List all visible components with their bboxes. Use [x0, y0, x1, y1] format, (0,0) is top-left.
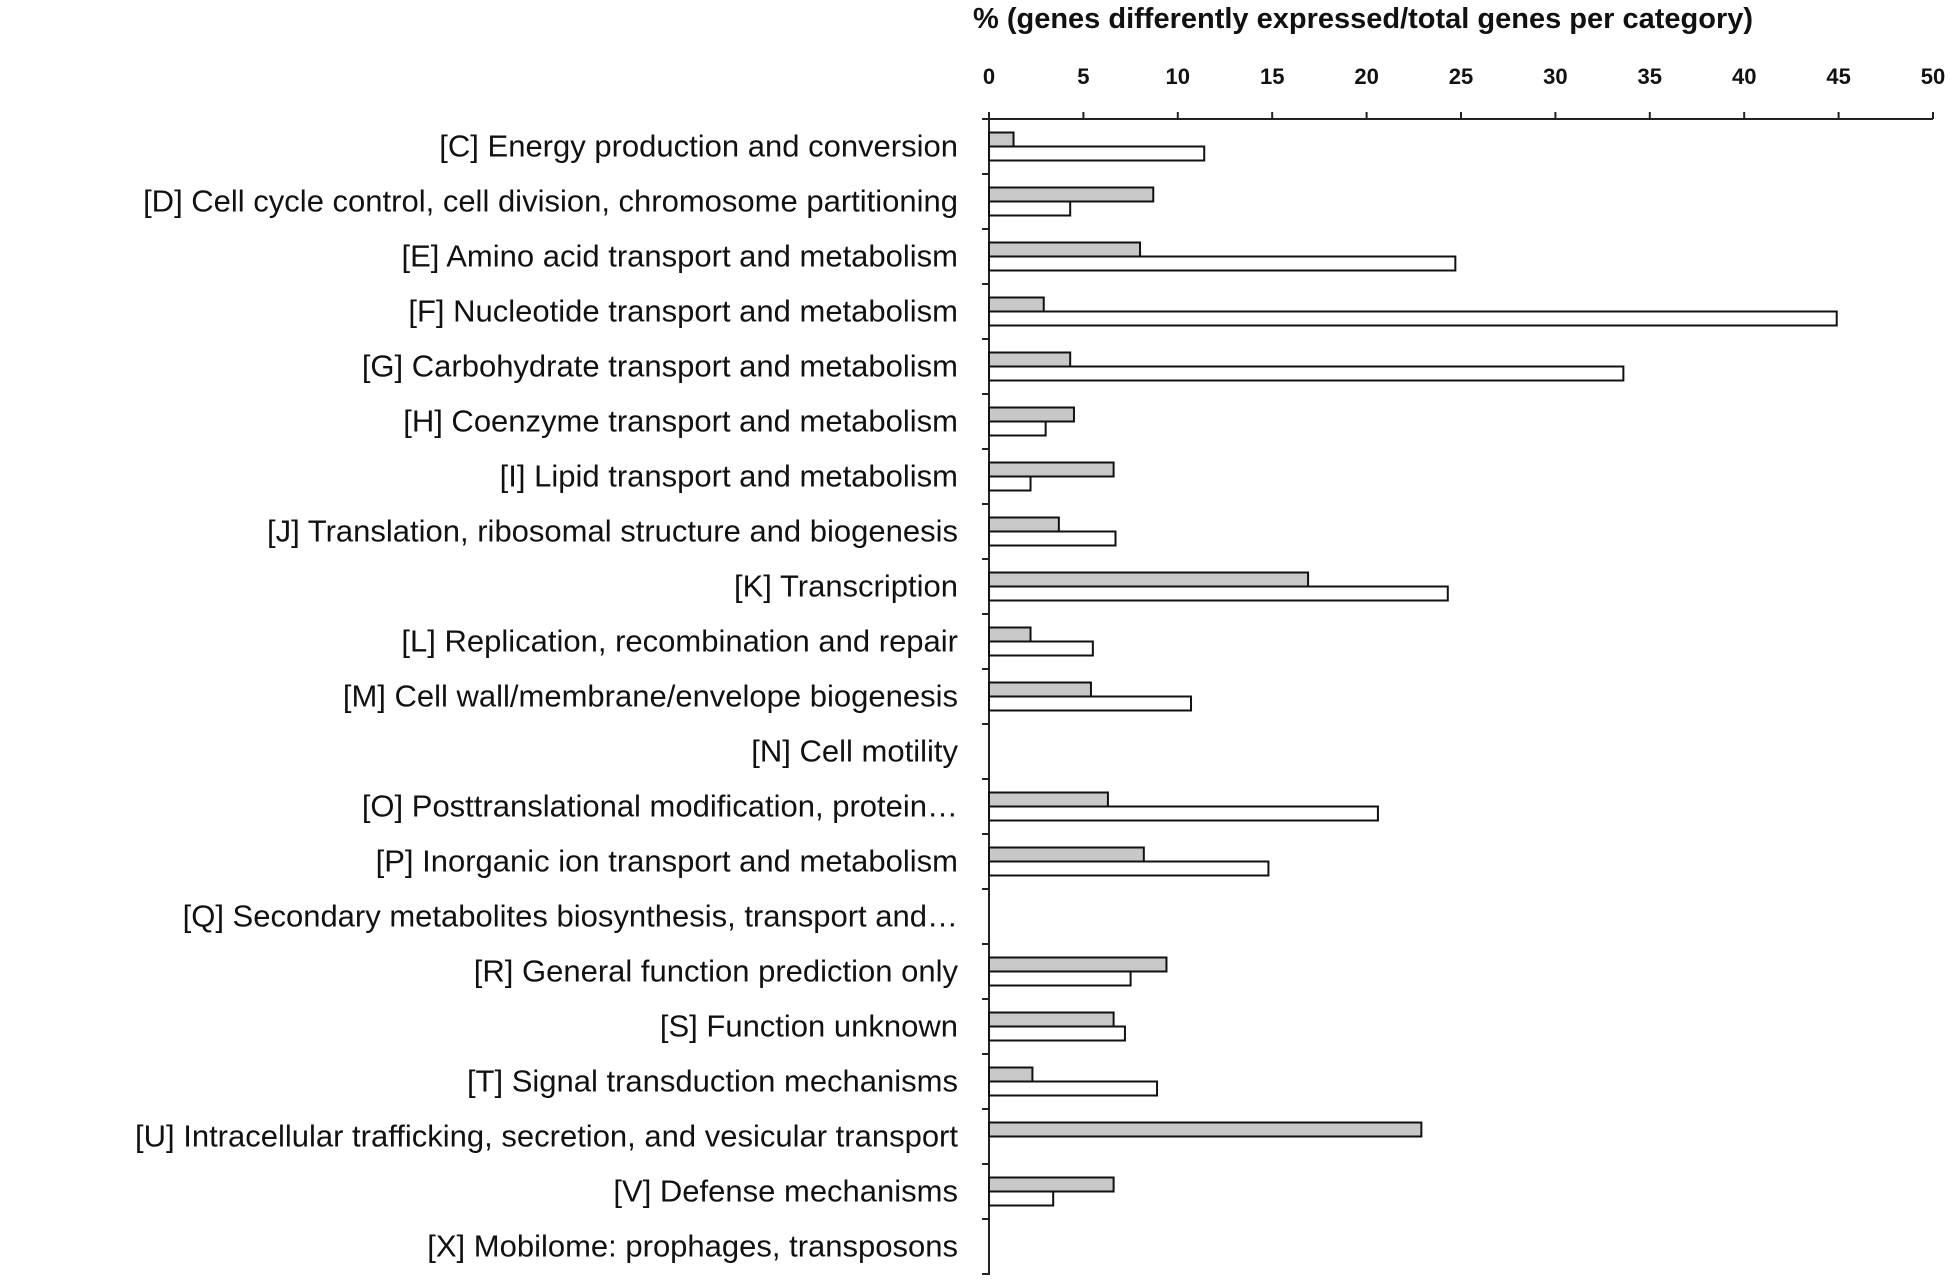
category-label: [V] Defense mechanisms [613, 1174, 958, 1209]
category-label: [K] Transcription [734, 569, 958, 604]
category-label: [H] Coenzyme transport and metabolism [403, 404, 958, 439]
bar-white [988, 530, 1117, 547]
x-tick-label: 20 [1354, 64, 1378, 89]
category-label: [S] Function unknown [660, 1009, 958, 1044]
bar-white [988, 695, 1193, 712]
category-label: [F] Nucleotide transport and metabolism [408, 294, 958, 329]
x-tick-label: 50 [1921, 64, 1945, 89]
bar-gray [988, 681, 1092, 698]
bar-gray [988, 791, 1109, 808]
category-label: [J] Translation, ribosomal structure and… [267, 514, 958, 549]
category-labels: [C] Energy production and conversion [D] … [135, 129, 959, 1264]
bar-gray [988, 846, 1145, 863]
category-label: [M] Cell wall/membrane/envelope biogenes… [343, 679, 958, 714]
bar-gray [988, 1066, 1034, 1083]
category-label: [X] Mobilome: prophages, transposons [427, 1229, 958, 1264]
bar-gray [988, 1121, 1423, 1138]
bar-gray [988, 516, 1060, 533]
category-label: [G] Carbohydrate transport and metabolis… [362, 349, 958, 384]
x-axis-ticks: 0 5 10 15 20 25 30 35 40 45 50 [983, 64, 1945, 119]
category-label: [R] General function prediction only [474, 954, 959, 989]
bar-white [988, 365, 1625, 382]
bar-gray [988, 1011, 1115, 1028]
bar-white [988, 1025, 1126, 1042]
bar-white [988, 585, 1449, 602]
x-tick-label: 45 [1826, 64, 1850, 89]
x-tick-label: 0 [983, 64, 995, 89]
bar-gray [988, 1176, 1115, 1193]
x-tick-label: 40 [1732, 64, 1756, 89]
bar-white [988, 1190, 1055, 1207]
category-label: [P] Inorganic ion transport and metaboli… [376, 844, 958, 879]
x-tick-label: 5 [1077, 64, 1089, 89]
bar-gray [988, 956, 1168, 973]
bar-gray [988, 571, 1310, 588]
bars [988, 131, 1838, 1207]
category-label: [C] Energy production and conversion [439, 129, 958, 164]
category-label: [I] Lipid transport and metabolism [500, 459, 958, 494]
category-label: [O] Posttranslational modification, prot… [362, 789, 958, 824]
x-tick-label: 35 [1638, 64, 1662, 89]
bar-white [988, 970, 1132, 987]
bar-gray [988, 296, 1045, 313]
bar-white [988, 200, 1072, 217]
bar-white [988, 475, 1032, 492]
category-label: [D] Cell cycle control, cell division, c… [143, 184, 958, 219]
bar-gray [988, 131, 1015, 148]
category-label: [L] Replication, recombination and repai… [401, 624, 958, 659]
bar-white [988, 420, 1047, 437]
bar-white [988, 310, 1838, 327]
category-label: [U] Intracellular trafficking, secretion… [135, 1119, 958, 1154]
category-label: [N] Cell motility [751, 734, 958, 769]
x-tick-label: 25 [1449, 64, 1473, 89]
bar-white [988, 860, 1270, 877]
bar-gray [988, 626, 1032, 643]
bar-gray [988, 461, 1115, 478]
bar-white [988, 255, 1457, 272]
bar-white [988, 145, 1206, 162]
bar-gray [988, 186, 1155, 203]
bar-gray [988, 406, 1075, 423]
x-tick-label: 15 [1260, 64, 1284, 89]
x-axis-title: % (genes differently expressed/total gen… [973, 3, 1753, 35]
bar-white [988, 1080, 1159, 1097]
bar-gray [988, 241, 1142, 258]
bar-gray [988, 351, 1072, 368]
bar-white [988, 640, 1094, 657]
x-tick-label: 10 [1166, 64, 1190, 89]
category-label: [T] Signal transduction mechanisms [467, 1064, 958, 1099]
category-label: [E] Amino acid transport and metabolism [401, 239, 958, 274]
category-label: [Q] Secondary metabolites biosynthesis, … [183, 899, 958, 934]
x-tick-label: 30 [1543, 64, 1567, 89]
bar-white [988, 805, 1379, 822]
